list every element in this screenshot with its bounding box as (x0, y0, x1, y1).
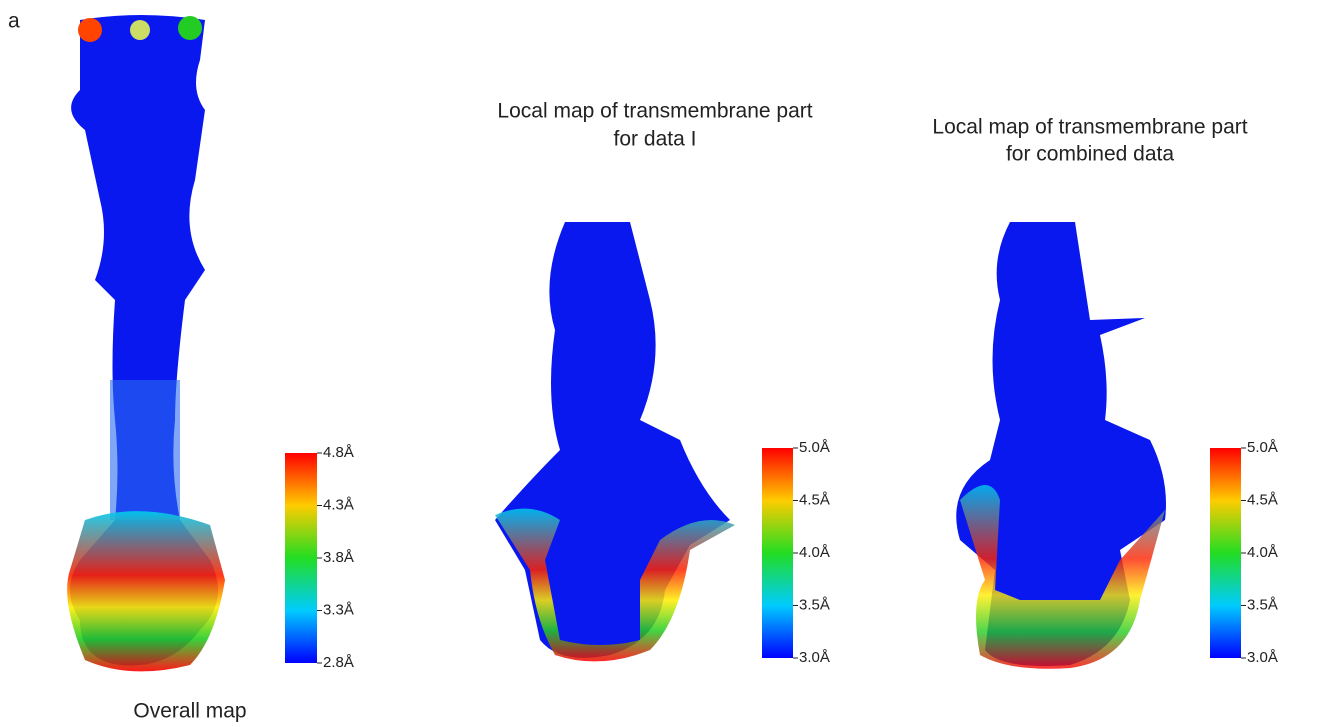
scale-label: 3.5Å (1247, 596, 1278, 613)
scale-label: 4.3Å (323, 496, 354, 513)
scale-label: 4.0Å (1247, 544, 1278, 561)
scale-label: 5.0Å (799, 439, 830, 456)
color-bar (762, 448, 793, 658)
panel-title: Local map of transmembrane part (497, 100, 812, 123)
color-bar (285, 453, 317, 663)
scale-label: 3.8Å (323, 549, 354, 566)
scale-label: 4.5Å (799, 491, 830, 508)
caption: Overall map (133, 700, 246, 723)
scale-label: 4.0Å (799, 544, 830, 561)
scale-label: 3.5Å (799, 596, 830, 613)
scale-label: 2.8Å (323, 654, 354, 671)
panel-title: for combined data (1006, 143, 1174, 166)
overall-map-render (67, 15, 225, 672)
panel-label: a (8, 10, 20, 33)
panel-title: for data I (614, 128, 697, 151)
scale-label: 3.3Å (323, 601, 354, 618)
scale-label: 3.0Å (1247, 649, 1278, 666)
local-map-render (495, 222, 735, 662)
scale-label: 3.0Å (799, 649, 830, 666)
scale-label: 4.8Å (323, 444, 354, 461)
scale-label: 5.0Å (1247, 439, 1278, 456)
scale-label: 4.5Å (1247, 491, 1278, 508)
color-bar (1210, 448, 1241, 658)
local-map-render (956, 222, 1166, 669)
panel-title: Local map of transmembrane part (932, 116, 1247, 139)
